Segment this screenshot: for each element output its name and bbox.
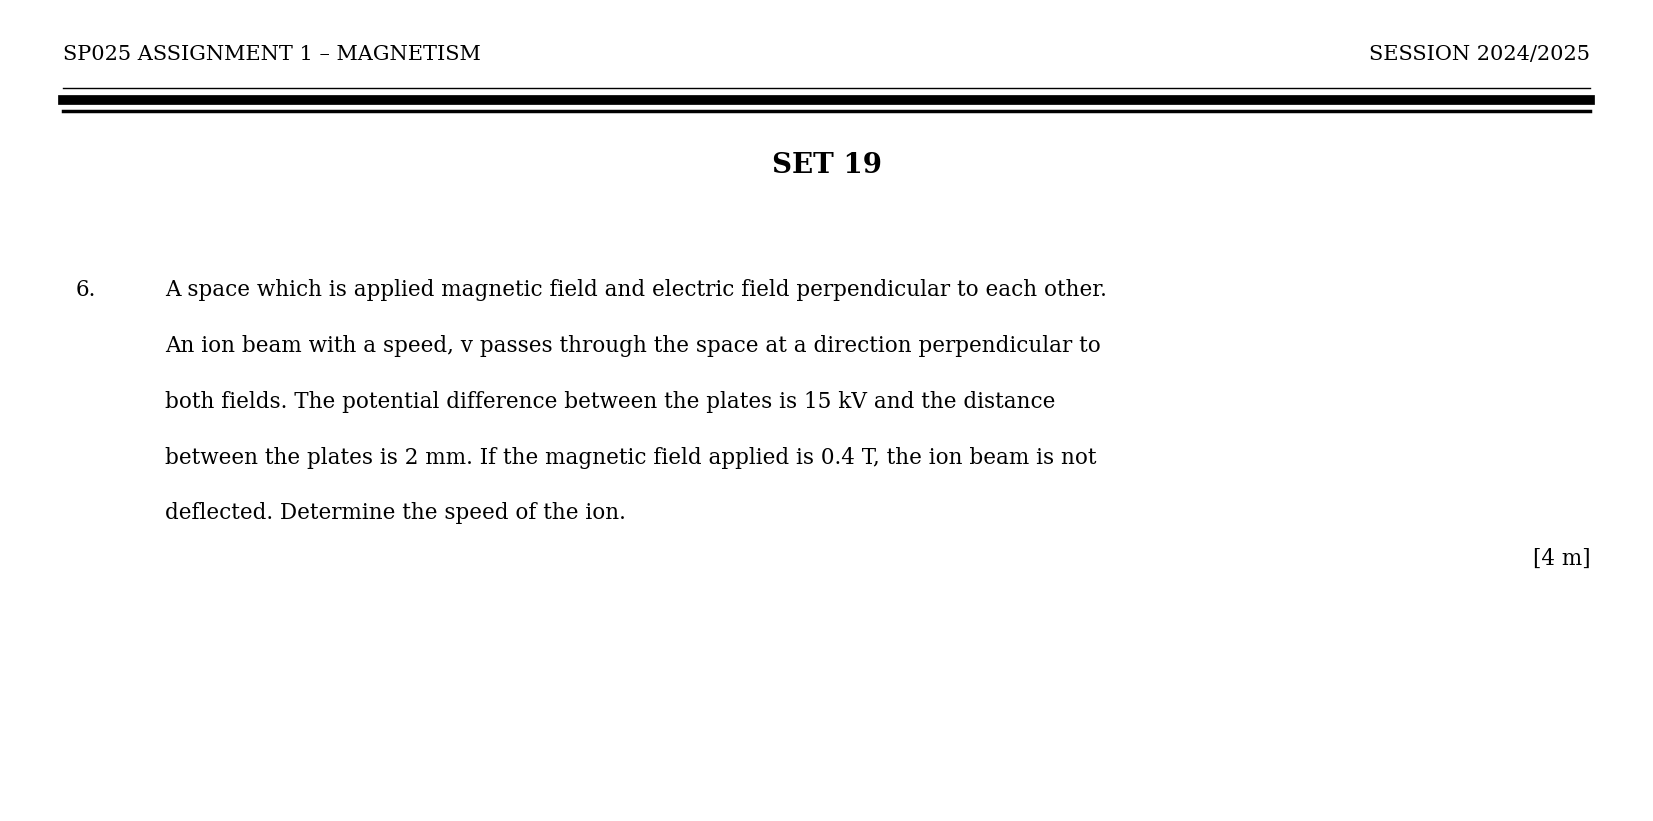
Text: deflected. Determine the speed of the ion.: deflected. Determine the speed of the io… bbox=[165, 502, 626, 525]
Text: A space which is applied magnetic field and electric field perpendicular to each: A space which is applied magnetic field … bbox=[165, 279, 1108, 301]
Text: SET 19: SET 19 bbox=[772, 152, 881, 179]
Text: [4 m]: [4 m] bbox=[1532, 548, 1590, 570]
Text: 6.: 6. bbox=[76, 279, 96, 301]
Text: between the plates is 2 mm. If the magnetic field applied is 0.4 T, the ion beam: between the plates is 2 mm. If the magne… bbox=[165, 447, 1098, 469]
Text: SP025 ASSIGNMENT 1 – MAGNETISM: SP025 ASSIGNMENT 1 – MAGNETISM bbox=[63, 45, 481, 64]
Text: SESSION 2024/2025: SESSION 2024/2025 bbox=[1369, 45, 1590, 64]
Text: An ion beam with a speed, v passes through the space at a direction perpendicula: An ion beam with a speed, v passes throu… bbox=[165, 335, 1101, 357]
Text: both fields. The potential difference between the plates is 15 kV and the distan: both fields. The potential difference be… bbox=[165, 391, 1056, 413]
